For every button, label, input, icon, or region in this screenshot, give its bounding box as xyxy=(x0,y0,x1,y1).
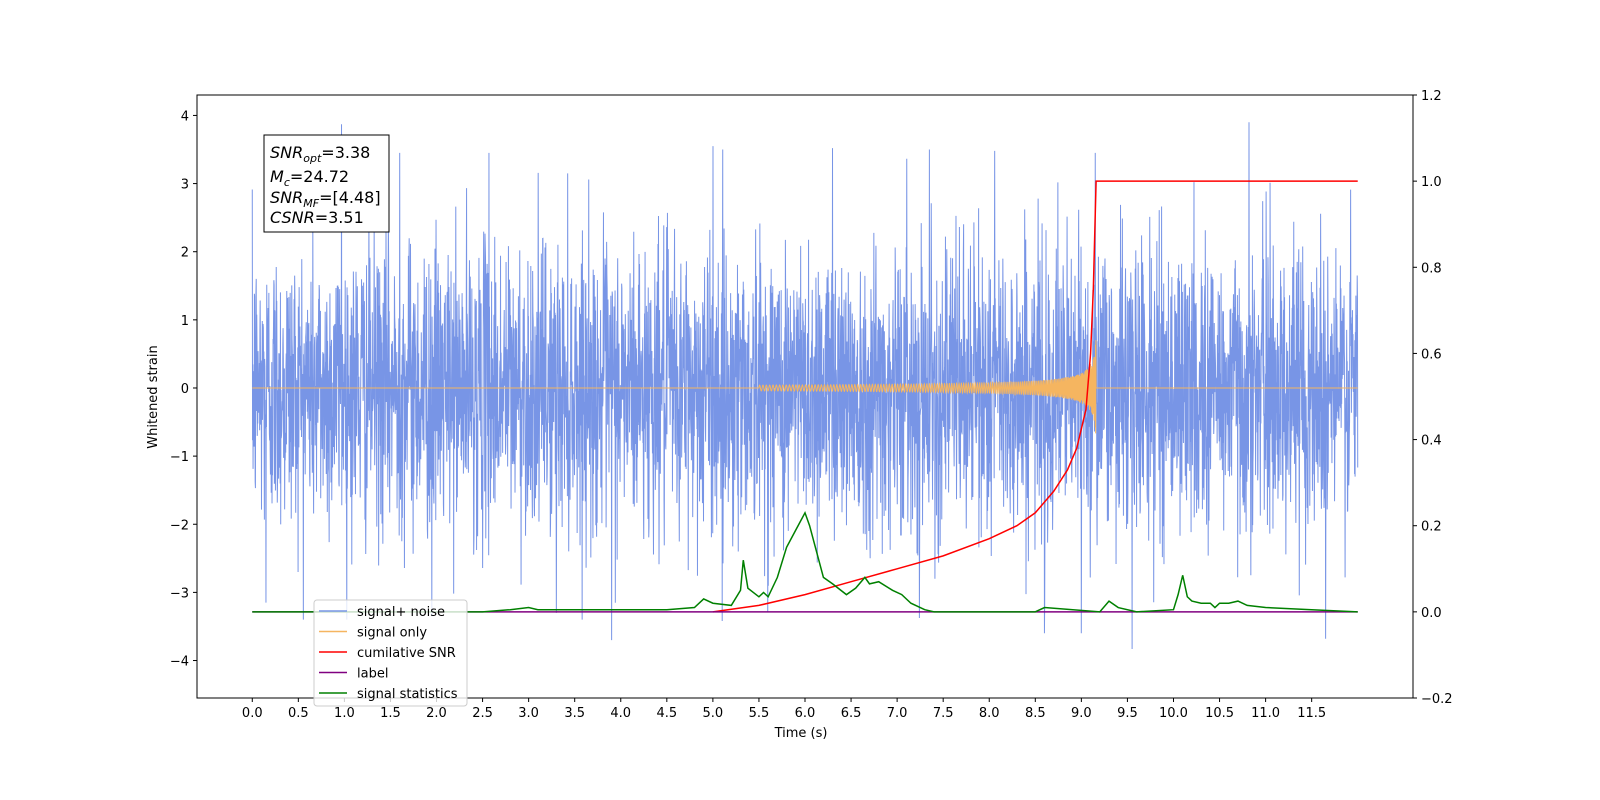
y-left-tick-label: 1 xyxy=(181,314,189,329)
x-tick-label: 5.0 xyxy=(703,706,724,721)
x-tick-label: 8.5 xyxy=(1025,706,1046,721)
y-axis-right: 1.2 1.0 0.8 0.6 0.4 0.2 0.0 −0.2 xyxy=(1413,89,1453,707)
y-left-tick-label: −3 xyxy=(170,586,189,601)
y-left-tick-label: 0 xyxy=(181,382,189,397)
x-tick-label: 9.5 xyxy=(1117,706,1138,721)
series-signal-plus-noise xyxy=(251,122,1359,649)
series-signal-only xyxy=(252,340,1358,434)
x-tick-label: 7.5 xyxy=(933,706,954,721)
y-right-tick-label: 0.0 xyxy=(1421,606,1442,621)
annotation-csnr: CSNR=3.51 xyxy=(270,208,364,227)
legend: signal+ noise signal only cumilative SNR la… xyxy=(313,599,468,707)
annotation-mc: Mc=24.72 xyxy=(270,167,349,189)
y-right-tick-label: 0.8 xyxy=(1421,261,1442,276)
x-tick-label: 4.0 xyxy=(610,706,631,721)
y-right-tick-label: 1.2 xyxy=(1421,89,1442,104)
y-left-tick-label: 4 xyxy=(181,109,189,124)
x-tick-label: 3.5 xyxy=(564,706,585,721)
x-tick-label: 6.0 xyxy=(795,706,816,721)
x-tick-label: 0.5 xyxy=(288,706,309,721)
y-right-tick-label: 0.2 xyxy=(1421,520,1442,535)
y-right-tick-label: −0.2 xyxy=(1421,692,1453,707)
y-left-tick-label: 3 xyxy=(181,178,189,193)
y-right-tick-label: 0.6 xyxy=(1421,347,1442,362)
x-tick-label: 8.0 xyxy=(979,706,1000,721)
x-tick-label: 4.5 xyxy=(656,706,677,721)
x-axis: 0.0 0.5 1.0 1.5 2.0 2.5 3.0 3.5 4.0 4.5 5.0 5.5 6.0 6… xyxy=(242,698,1326,721)
x-tick-label: 10.5 xyxy=(1205,706,1234,721)
x-tick-label: 11.0 xyxy=(1251,706,1280,721)
x-tick-label: 0.0 xyxy=(242,706,263,721)
y-axis-left: 4 3 2 1 0 −1 −2 −3 −4 xyxy=(170,109,197,670)
plot-area xyxy=(251,122,1359,649)
y-left-tick-label: 2 xyxy=(181,246,189,261)
metrics-annotation-box: SNRopt=3.38 Mc=24.72 SNRMF=[4.48] CSNR=3… xyxy=(263,134,390,233)
x-tick-label: 1.5 xyxy=(380,706,401,721)
x-tick-label: 7.0 xyxy=(887,706,908,721)
x-tick-label: 1.0 xyxy=(334,706,355,721)
x-tick-label: 2.0 xyxy=(426,706,447,721)
series-signal-statistics xyxy=(252,510,1358,613)
annotation-snr-opt: SNRopt=3.38 xyxy=(270,143,370,165)
y-right-tick-label: 1.0 xyxy=(1421,175,1442,190)
x-tick-label: 6.5 xyxy=(841,706,862,721)
y-left-tick-label: −4 xyxy=(170,655,189,670)
legend-label: signal only xyxy=(357,626,427,641)
x-tick-label: 2.5 xyxy=(472,706,493,721)
y-right-tick-label: 0.4 xyxy=(1421,434,1442,449)
x-tick-label: 10.0 xyxy=(1159,706,1188,721)
legend-label: signal+ noise xyxy=(357,605,445,620)
x-tick-label: 11.5 xyxy=(1297,706,1326,721)
y-left-tick-label: −2 xyxy=(170,518,189,533)
x-tick-label: 5.5 xyxy=(749,706,770,721)
legend-label: label xyxy=(357,667,388,682)
x-axis-label: Time (s) xyxy=(774,726,828,741)
legend-label: cumilative SNR xyxy=(357,646,456,661)
y-axis-left-label: Whitened strain xyxy=(146,345,161,448)
x-tick-label: 3.0 xyxy=(518,706,539,721)
y-left-tick-label: −1 xyxy=(170,450,189,465)
legend-label: signal statistics xyxy=(357,687,458,702)
x-tick-label: 9.0 xyxy=(1071,706,1092,721)
annotation-snr-mf: SNRMF=[4.48] xyxy=(270,188,381,210)
series-cumulative-snr xyxy=(712,180,1358,613)
